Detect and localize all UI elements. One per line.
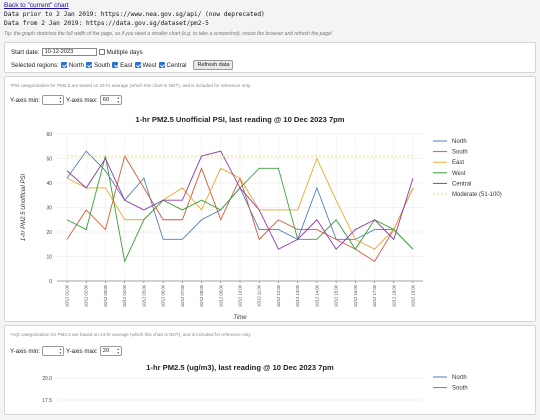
- x-tick-label: 10/12 12:00: [276, 284, 281, 307]
- regions-row: Selected regions: North South East West …: [11, 60, 234, 70]
- x-tick-label: 10/12 07:00: [180, 284, 185, 307]
- chart-title: 1-hr PM2.5 (ug/m3), last reading @ 10 De…: [146, 363, 334, 372]
- region-west-checkbox[interactable]: [134, 62, 141, 68]
- y-axis-label: 1-hr PM2.5 Unofficial PSI: [21, 173, 27, 241]
- ymin-label: Y-axis min:: [10, 96, 41, 104]
- x-tick-label: 10/12 08:00: [199, 284, 204, 307]
- psi-chart: 1-hr PM2.5 Unofficial PSI, last reading …: [21, 115, 502, 321]
- x-tick-label: 10/12 11:00: [257, 284, 262, 306]
- ymin-label: Y-axis min:: [10, 347, 41, 355]
- y-tick-label: 0: [49, 279, 52, 285]
- tip-text: Tip: the graph stretches the full width …: [4, 31, 333, 37]
- legend-label: East: [452, 160, 464, 166]
- ymin-input[interactable]: ▲ ▼: [42, 95, 65, 105]
- multiple-days-checkbox[interactable]: [98, 49, 105, 55]
- x-axis-label: Time: [233, 315, 247, 321]
- region-central-checkbox[interactable]: [158, 62, 165, 68]
- ymin-input[interactable]: ▲ ▼: [42, 346, 65, 356]
- legend-label: Central: [452, 181, 471, 187]
- multiple-days-label: Multiple days: [106, 48, 143, 56]
- ymax-input[interactable]: 20 ▲ ▼: [99, 346, 122, 356]
- refresh-data-button[interactable]: Refresh data: [193, 60, 234, 70]
- x-tick-label: 10/12 04:00: [122, 284, 127, 307]
- pm25-axis-controls: Y-axis min: ▲ ▼ Y-axis max: 20 ▲ ▼: [10, 346, 122, 356]
- region-north-label: North: [68, 61, 84, 69]
- selected-regions-label: Selected regions:: [11, 61, 59, 69]
- data-source-prior-text: Data prior to 2 Jan 2019: https://www.ne…: [4, 11, 265, 18]
- region-north-checkbox[interactable]: [60, 62, 67, 68]
- y-tick-label: 20: [46, 230, 52, 236]
- chart-title: 1-hr PM2.5 Unofficial PSI, last reading …: [135, 115, 344, 124]
- x-tick-label: 10/12 03:00: [103, 284, 108, 307]
- x-tick-label: 10/12 06:00: [161, 284, 166, 307]
- y-tick-label: 17.5: [42, 398, 52, 404]
- y-tick-label: 60: [46, 132, 52, 138]
- ymax-input[interactable]: 60 ▲ ▼: [99, 95, 122, 105]
- legend-label: North: [452, 139, 467, 145]
- x-tick-label: 10/12 10:00: [238, 284, 243, 307]
- region-south-label: South: [93, 61, 111, 69]
- region-central-label: Central: [166, 61, 187, 69]
- data-source-current-text: Data from 2 Jan 2019: https://data.gov.s…: [4, 20, 209, 27]
- pm25-chart-card: *AQI categorization for PM2.5 are based …: [4, 325, 536, 415]
- spinner-icon: ▲ ▼: [116, 347, 120, 355]
- pm25-note: *AQI categorization for PM2.5 are based …: [10, 332, 252, 337]
- y-tick-label: 10: [46, 255, 52, 261]
- legend-label: South: [452, 386, 468, 392]
- region-east-label: East: [120, 61, 133, 69]
- legend-label: West: [452, 171, 466, 177]
- y-tick-label: 50: [46, 157, 52, 163]
- x-tick-label: 10/12 16:00: [353, 284, 358, 307]
- y-tick-label: 20.0: [42, 376, 52, 382]
- legend-label: Moderate (51-100): [452, 192, 502, 198]
- controls-panel: Start date: 10-12-2023 Multiple days Sel…: [4, 42, 536, 73]
- region-south-checkbox[interactable]: [85, 62, 92, 68]
- x-tick-label: 10/12 01:00: [65, 284, 70, 307]
- x-tick-label: 10/12 14:00: [314, 284, 319, 307]
- back-to-current-chart-link[interactable]: Back to "current" chart: [4, 2, 69, 9]
- psi-axis-controls: Y-axis min: ▲ ▼ Y-axis max: 60 ▲ ▼: [10, 95, 122, 105]
- x-tick-label: 10/12 19:00: [411, 284, 416, 307]
- x-tick-label: 10/12 18:00: [391, 284, 396, 307]
- psi-note: *PSI categorization for PM2.5 are based …: [10, 83, 251, 88]
- legend-label: South: [452, 150, 468, 156]
- spinner-icon: ▲ ▼: [59, 347, 63, 355]
- series-line-east: [66, 157, 414, 250]
- y-tick-label: 30: [46, 206, 52, 212]
- psi-chart-card: *PSI categorization for PM2.5 are based …: [4, 76, 536, 322]
- x-tick-label: 10/12 02:00: [84, 284, 89, 307]
- spinner-icon: ▲ ▼: [59, 96, 63, 104]
- ymax-label: Y-axis max:: [66, 96, 98, 104]
- legend-label: North: [452, 375, 467, 381]
- region-west-label: West: [142, 61, 157, 69]
- x-tick-label: 10/12 09:00: [218, 284, 223, 307]
- y-tick-label: 40: [46, 181, 52, 187]
- ymax-label: Y-axis max:: [66, 347, 98, 355]
- x-tick-label: 10/12 15:00: [334, 284, 339, 307]
- pm25-chart: 1-hr PM2.5 (ug/m3), last reading @ 10 De…: [42, 363, 468, 404]
- start-date-label: Start date:: [11, 48, 40, 56]
- x-tick-label: 10/12 13:00: [295, 284, 300, 307]
- start-date-input[interactable]: 10-12-2023: [41, 48, 97, 56]
- x-tick-label: 10/12 05:00: [141, 284, 146, 307]
- x-tick-label: 10/12 17:00: [372, 284, 377, 307]
- region-east-checkbox[interactable]: [112, 62, 119, 68]
- series-line-central: [66, 150, 414, 250]
- spinner-icon: ▲ ▼: [116, 96, 120, 104]
- date-row: Start date: 10-12-2023 Multiple days: [11, 48, 143, 56]
